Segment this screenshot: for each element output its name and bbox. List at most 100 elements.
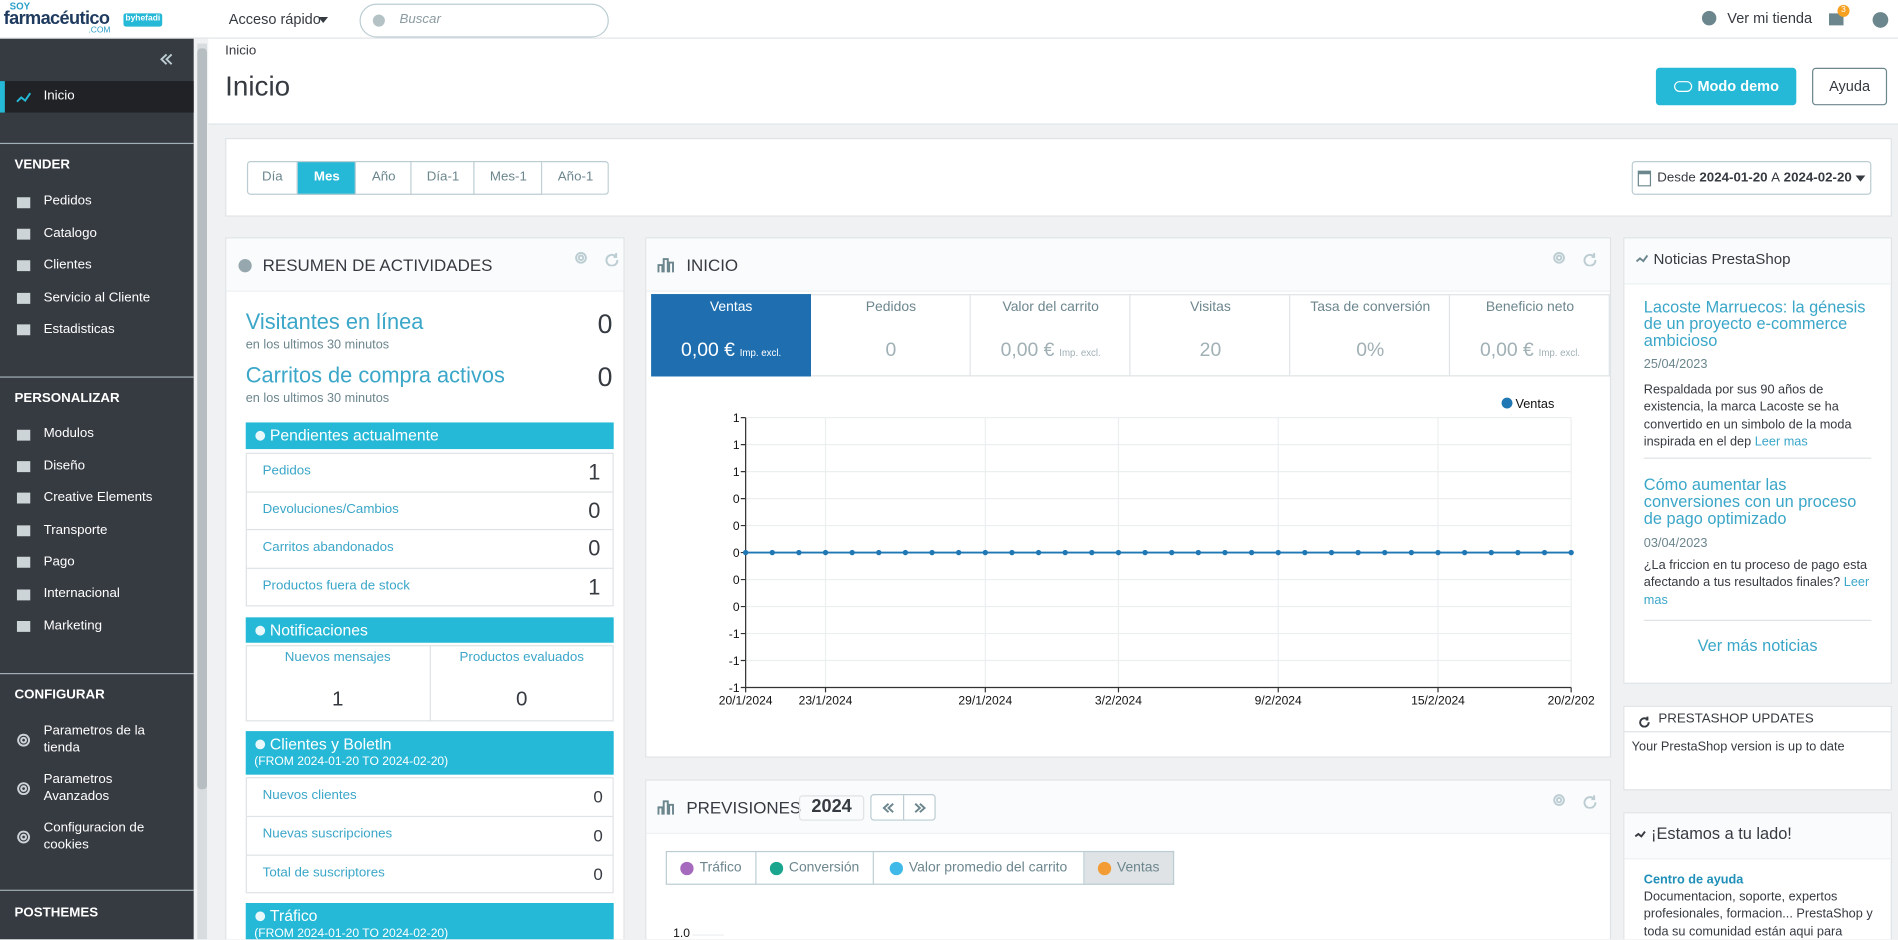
kpi-cell[interactable]	[1290, 294, 1451, 377]
period-tab[interactable]	[474, 160, 543, 195]
forecast-tab-label: Ventas	[1116, 860, 1160, 876]
news-item-more[interactable]: Leer mas	[1754, 434, 1808, 450]
icon-shape	[16, 781, 30, 795]
icon-shape	[1582, 794, 1596, 808]
pending-row-value: 1	[588, 574, 601, 599]
news-more-link[interactable]: Ver más noticias	[1697, 636, 1818, 655]
activity-metric-label: Visitantes en línea	[245, 310, 424, 335]
kpi-cell[interactable]	[1450, 294, 1610, 377]
sidebar-item[interactable]: Parametros de la tienda	[43, 723, 145, 756]
news-separator	[1643, 619, 1872, 621]
forecast-tab-dot	[889, 861, 903, 875]
news-item-title[interactable]: Cómo aumentar las conversiones con un pr…	[1643, 475, 1857, 528]
period-tab[interactable]	[297, 160, 356, 195]
sidebar-item[interactable]: Transporte	[43, 522, 108, 537]
icon-shape	[255, 430, 266, 440]
forecast-tab-dot	[769, 861, 783, 875]
search-box[interactable]	[359, 3, 609, 38]
sidebar-item[interactable]: Internacional	[43, 586, 120, 601]
pending-row-label[interactable]: Pedidos	[262, 464, 311, 479]
period-tab[interactable]	[542, 160, 609, 195]
icon	[16, 196, 30, 208]
logo-small: SOY	[9, 1, 31, 13]
news-item-title[interactable]: Lacoste Marruecos: la génesis de un proy…	[1643, 297, 1866, 350]
icon	[1871, 11, 1888, 28]
sidebar-item[interactable]: Servicio al Cliente	[43, 290, 151, 305]
sidebar-item[interactable]: Configuracion de cookies	[43, 820, 145, 853]
sidebar-item[interactable]: Pago	[43, 554, 75, 569]
period-tab-label: Año-1	[557, 169, 594, 185]
kpi-cell[interactable]	[970, 294, 1131, 377]
pending-row-label[interactable]: Carritos abandonados	[262, 540, 394, 555]
icon-shape	[881, 802, 894, 813]
kpi-value-wrap: 0%	[1356, 340, 1384, 362]
point	[769, 549, 775, 556]
kpi-value: 0,00 €	[1000, 340, 1055, 361]
kpi-value: 20	[1199, 340, 1222, 361]
forecast-tab[interactable]: Conversión	[756, 850, 874, 885]
search-placeholder: Buscar	[399, 12, 441, 28]
sidebar-item[interactable]: Diseño	[43, 458, 86, 474]
sidebar-item[interactable]: Creative Elements	[43, 490, 153, 505]
sidebar-item[interactable]: Parametros Avanzados	[43, 772, 113, 805]
sidebar-active[interactable]	[0, 81, 194, 113]
point	[1035, 549, 1042, 556]
notifications-bar	[245, 617, 614, 643]
sidebar-item[interactable]: Pedidos	[43, 194, 92, 209]
sidebar-item[interactable]: Modulos	[43, 426, 94, 442]
y-tick-label: 0	[733, 573, 740, 587]
notif-badge: 3	[1841, 5, 1846, 15]
y-tick-label: 1	[733, 465, 740, 479]
period-tab[interactable]	[411, 160, 475, 195]
news-item-date: 25/04/2023	[1643, 356, 1708, 372]
icon	[1635, 254, 1648, 262]
pending-row-label[interactable]: Devoluciones/Cambios	[262, 502, 399, 517]
page-title: Inicio	[225, 70, 291, 102]
logo-badge-bg	[123, 13, 163, 27]
help-link[interactable]: Centro de ayuda	[1643, 872, 1744, 887]
icon-shape	[16, 260, 30, 272]
icon	[881, 802, 894, 813]
forecast-tab[interactable]: Valor promedio del carrito	[873, 850, 1085, 885]
kpi-cell[interactable]	[811, 294, 971, 377]
help-button[interactable]	[1812, 67, 1888, 106]
icon	[1582, 252, 1596, 266]
kpi-cell[interactable]	[1130, 294, 1291, 377]
customer-row-label: Total de suscriptores	[262, 865, 385, 881]
customer-row-value: 0	[593, 825, 603, 845]
pending-row-label[interactable]: Productos fuera de stock	[262, 578, 410, 593]
view-store[interactable]: Ver mi tienda	[1727, 9, 1813, 27]
period-tab[interactable]	[355, 160, 412, 195]
forecast-tab[interactable]: Ventas	[1084, 850, 1175, 885]
sidebar-item[interactable]: Marketing	[43, 618, 103, 633]
row-separator	[246, 490, 613, 493]
point	[1195, 549, 1202, 556]
sidebar-item[interactable]: Clientes	[43, 258, 92, 273]
icon	[1582, 794, 1596, 808]
icon	[16, 429, 30, 440]
customer-row-label: Nuevos clientes	[262, 788, 357, 804]
pending-row-value: 0	[588, 536, 601, 561]
quick-access[interactable]: Acceso rápido	[228, 10, 321, 28]
point	[1568, 549, 1574, 556]
period-tab[interactable]	[246, 160, 298, 195]
period-tab-label: Mes-1	[489, 169, 527, 185]
kpi-cell[interactable]	[651, 294, 812, 377]
dashboard-title: INICIO	[686, 254, 739, 275]
news-item-more[interactable]: Leer mas	[1643, 575, 1870, 608]
x-tick-label: 9/2/2024	[1255, 693, 1302, 707]
sidebar-item[interactable]: Catalogo	[43, 226, 97, 241]
icon	[1553, 252, 1565, 264]
forecast-tab[interactable]: Tráfico	[665, 850, 757, 885]
icon	[657, 258, 674, 273]
updates-header	[1624, 707, 1891, 733]
point	[796, 549, 802, 556]
icon-shape	[16, 429, 30, 440]
date-from: 2024-01-20	[1699, 170, 1768, 186]
sidebar-item[interactable]: Estadisticas	[43, 321, 115, 337]
pending-row-value: 0	[588, 498, 601, 523]
updates-text: Your PrestaShop version is up to date	[1631, 739, 1845, 754]
icon-shape	[1553, 794, 1565, 806]
icon-shape	[255, 738, 266, 749]
date-range-button[interactable]: Desde 2024-01-20 A 2024-02-20	[1631, 160, 1872, 195]
